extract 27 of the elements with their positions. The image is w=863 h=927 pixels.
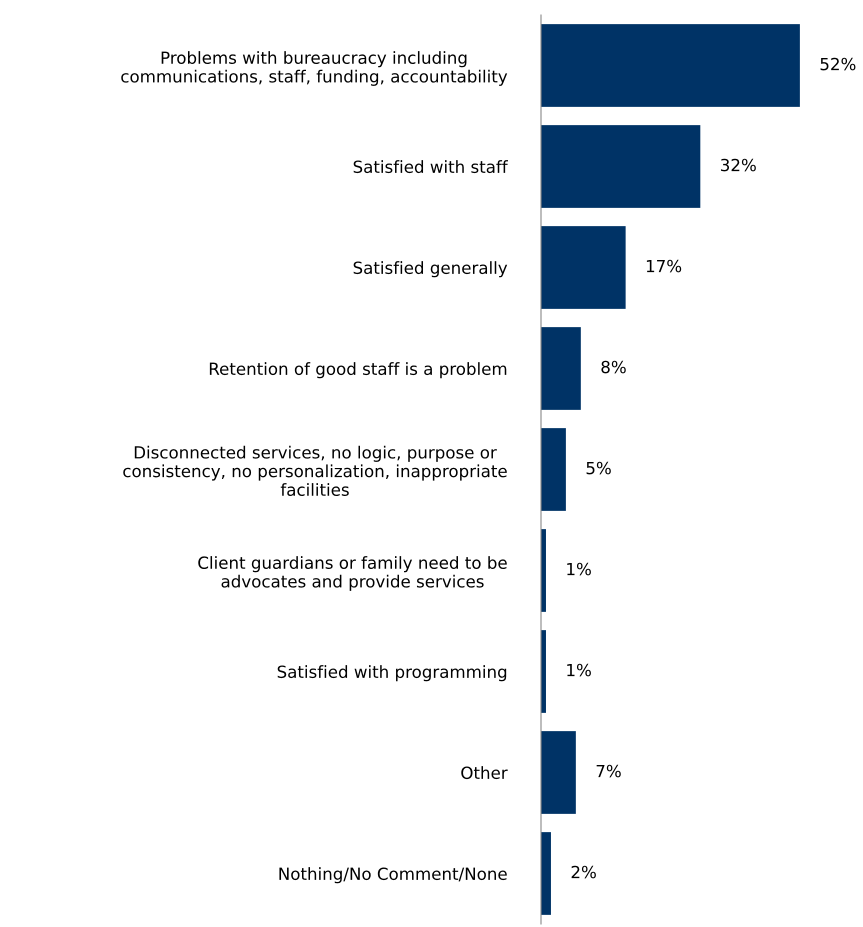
bar xyxy=(541,529,546,612)
bar xyxy=(541,428,566,511)
y-tick-label: Retention of good staff is a problem xyxy=(210,362,506,378)
y-tick-label: Client guardians or family need to be advocates and provide services xyxy=(198,556,507,591)
y-tick-label: Problems with bureaucracy including communications, staff, funding, accountability xyxy=(121,51,508,86)
data-label: 52% xyxy=(820,58,856,70)
data-label: 2% xyxy=(572,866,596,878)
y-tick-label: Satisfied generally xyxy=(354,261,508,278)
bar xyxy=(541,832,551,915)
y-tick-label: Other xyxy=(461,766,508,780)
y-tick-label: Satisfied with staff xyxy=(354,160,508,174)
data-label: 8% xyxy=(601,360,626,374)
bar xyxy=(541,630,546,713)
bar xyxy=(541,125,700,208)
data-label: 7% xyxy=(596,764,621,778)
data-label: 17% xyxy=(646,260,682,272)
bar xyxy=(541,327,581,410)
bar xyxy=(541,731,576,814)
data-label: 1% xyxy=(567,664,591,676)
data-label: 1% xyxy=(567,562,591,576)
data-label: 32% xyxy=(721,158,756,172)
bar xyxy=(541,24,800,107)
data-label: 5% xyxy=(586,462,611,474)
y-tick-label: Nothing/No Comment/None xyxy=(279,867,507,884)
y-tick-label: Satisfied with programming xyxy=(278,665,506,682)
y-tick-label: Disconnected services, no logic, purpose or consistency, no personalization, inappropriate facilities xyxy=(123,446,507,496)
bar xyxy=(541,226,626,309)
